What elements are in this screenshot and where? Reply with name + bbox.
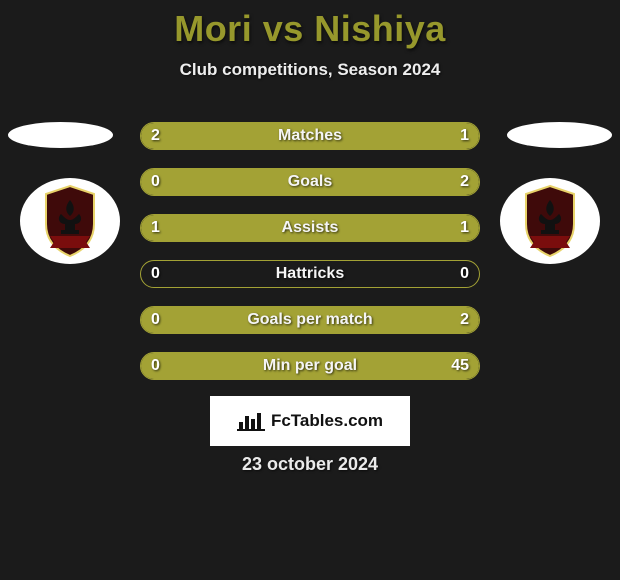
player-right-crest <box>500 178 600 264</box>
stat-row: 02Goals per match <box>140 306 480 334</box>
stat-fill-right <box>141 353 479 379</box>
card-date: 23 october 2024 <box>0 454 620 475</box>
stat-label: Hattricks <box>141 261 479 287</box>
stat-value-left: 0 <box>151 261 160 287</box>
stat-value-right: 0 <box>460 261 469 287</box>
source-logo-text: FcTables.com <box>271 411 383 431</box>
player-left-head-ellipse <box>8 122 113 148</box>
player-right-head-ellipse <box>507 122 612 148</box>
stat-row: 21Matches <box>140 122 480 150</box>
source-logo: FcTables.com <box>210 396 410 446</box>
stat-row: 11Assists <box>140 214 480 242</box>
stat-row: 0 0Hattricks <box>140 260 480 288</box>
stat-row: 045Min per goal <box>140 352 480 380</box>
stat-fill-left <box>141 215 310 241</box>
stat-fill-right <box>141 169 479 195</box>
stat-bars: 21Matches 02Goals 11Assists 0 0Hattricks 02Go… <box>140 122 480 398</box>
player-left-crest <box>20 178 120 264</box>
page-title: Mori vs Nishiya <box>0 0 620 50</box>
stat-fill-right <box>366 123 479 149</box>
page-subtitle: Club competitions, Season 2024 <box>0 60 620 80</box>
stat-fill-right <box>141 307 479 333</box>
chart-icon <box>237 410 265 432</box>
stat-fill-left <box>141 123 366 149</box>
comparison-card: Mori vs Nishiya Club competitions, Seaso… <box>0 0 620 580</box>
stat-row: 02Goals <box>140 168 480 196</box>
stat-fill-right <box>310 215 479 241</box>
